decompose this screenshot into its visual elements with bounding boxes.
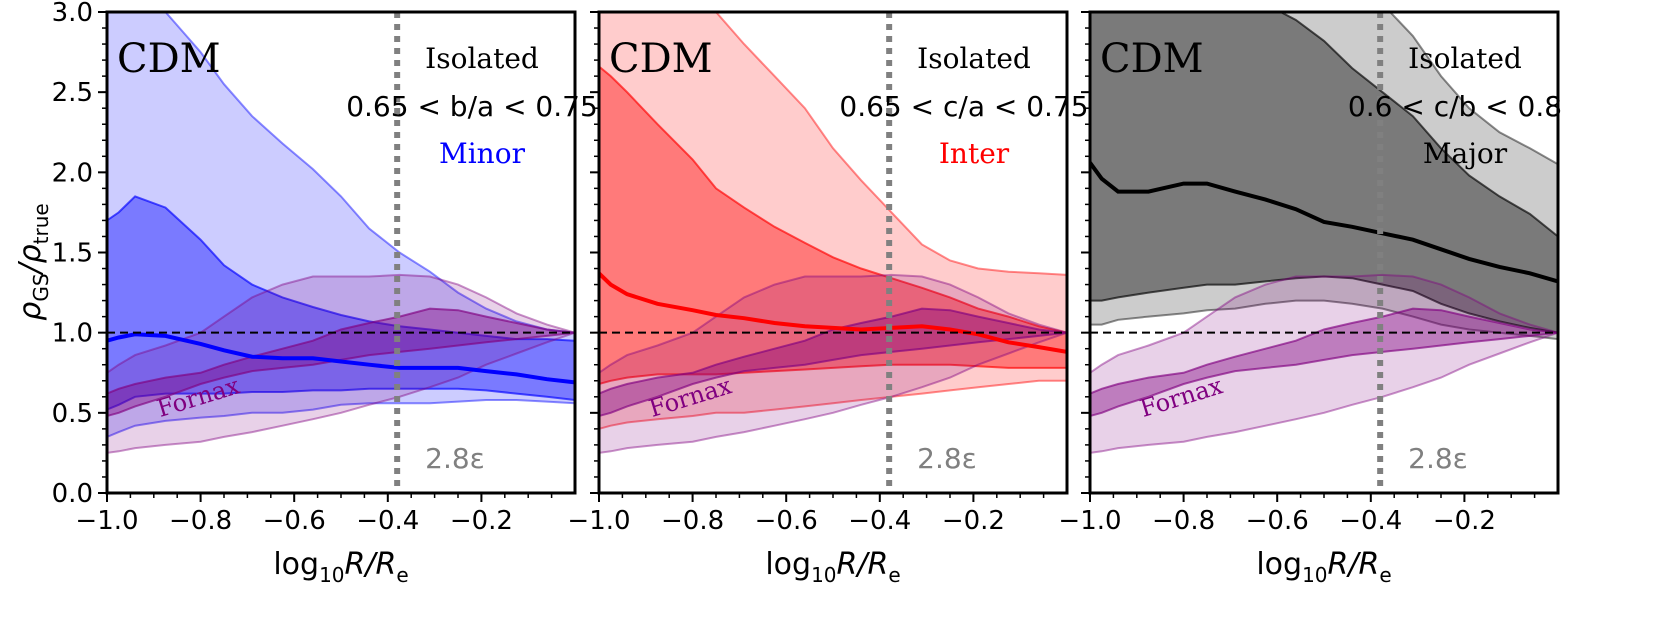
panel-title: CDM — [1100, 36, 1204, 82]
y-tick-label: 3.0 — [52, 0, 93, 28]
plot-area — [1090, 12, 1558, 493]
inner-band — [107, 195, 575, 411]
median-line — [1090, 161, 1558, 284]
x-tick-label: −0.8 — [1152, 506, 1215, 536]
y-tick-label: 2.0 — [52, 158, 93, 188]
plot-area — [599, 12, 1067, 493]
outer-band — [1090, 12, 1558, 341]
y-tick-label: 1.5 — [52, 239, 93, 269]
x-tick-label: −1.0 — [75, 506, 138, 536]
softening-label: 2.8ε — [917, 442, 977, 475]
x-tick-label: −0.6 — [755, 506, 818, 536]
x-tick-label: −1.0 — [1058, 506, 1121, 536]
inner-band — [599, 65, 1067, 386]
outer-band — [599, 12, 1067, 430]
plot-area — [107, 12, 575, 493]
axis-ratio-label: 0.65 < c/a < 0.75 — [839, 90, 1088, 123]
fornax-inner-band — [107, 307, 575, 418]
panel-title: CDM — [609, 36, 713, 82]
x-axis-label: log10R/Re — [1256, 547, 1391, 587]
y-tick-label: 0.5 — [52, 399, 93, 429]
y-tick-label: 1.0 — [52, 319, 93, 349]
axis-type-label: Major — [1423, 137, 1508, 170]
fornax-outer-band — [599, 273, 1067, 454]
y-axis-label: ρGS/ρtrue — [13, 203, 53, 320]
fornax-inner-band — [599, 307, 1067, 418]
x-tick-label: −0.4 — [356, 506, 419, 536]
outer-band — [107, 12, 575, 438]
x-tick-label: −0.6 — [1246, 506, 1309, 536]
x-tick-label: −0.8 — [661, 506, 724, 536]
x-tick-label: −0.6 — [263, 506, 326, 536]
x-axis-label: log10R/Re — [765, 547, 900, 587]
x-tick-label: −1.0 — [567, 506, 630, 536]
panel-title: CDM — [117, 36, 221, 82]
x-tick-label: −0.2 — [942, 506, 1005, 536]
median-line — [599, 271, 1067, 354]
isolated-label: Isolated — [425, 42, 539, 75]
fornax-outer-band — [1090, 273, 1558, 454]
fornax-inner-band — [1090, 307, 1558, 418]
isolated-label: Isolated — [917, 42, 1031, 75]
fornax-outer-band — [107, 273, 575, 454]
x-tick-label: −0.2 — [1433, 506, 1496, 536]
axis-ratio-label: 0.6 < c/b < 0.8 — [1348, 90, 1562, 123]
panel-1: −1.0 −0.8 −0.6 −0.4 −0.2 0.0 0.5 1.0 1.5 2.0 2.5 3.… — [52, 0, 598, 587]
softening-label: 2.8ε — [1408, 442, 1468, 475]
x-tick-label: −0.4 — [848, 506, 911, 536]
panel-2: −1.0 −0.8 −0.6 −0.4 −0.2 log10R/Re CDM Isolated… — [567, 10, 1089, 587]
axis-type-label: Inter — [939, 137, 1010, 170]
x-tick-label: −0.8 — [169, 506, 232, 536]
x-axis-label: log10R/Re — [273, 547, 408, 587]
panel-3: −1.0 −0.8 −0.6 −0.4 −0.2 log10R/Re CDM Isolated… — [1058, 10, 1562, 587]
isolated-label: Isolated — [1408, 42, 1522, 75]
x-tick-label: −0.4 — [1339, 506, 1402, 536]
y-tick-label: 0.0 — [52, 479, 93, 509]
axis-type-label: Minor — [439, 137, 526, 170]
x-tick-label: −0.2 — [450, 506, 513, 536]
softening-label: 2.8ε — [425, 442, 485, 475]
y-tick-label: 2.5 — [52, 78, 93, 108]
axis-ratio-label: 0.65 < b/a < 0.75 — [346, 90, 598, 123]
median-line — [107, 332, 575, 385]
inner-band — [1090, 12, 1558, 334]
